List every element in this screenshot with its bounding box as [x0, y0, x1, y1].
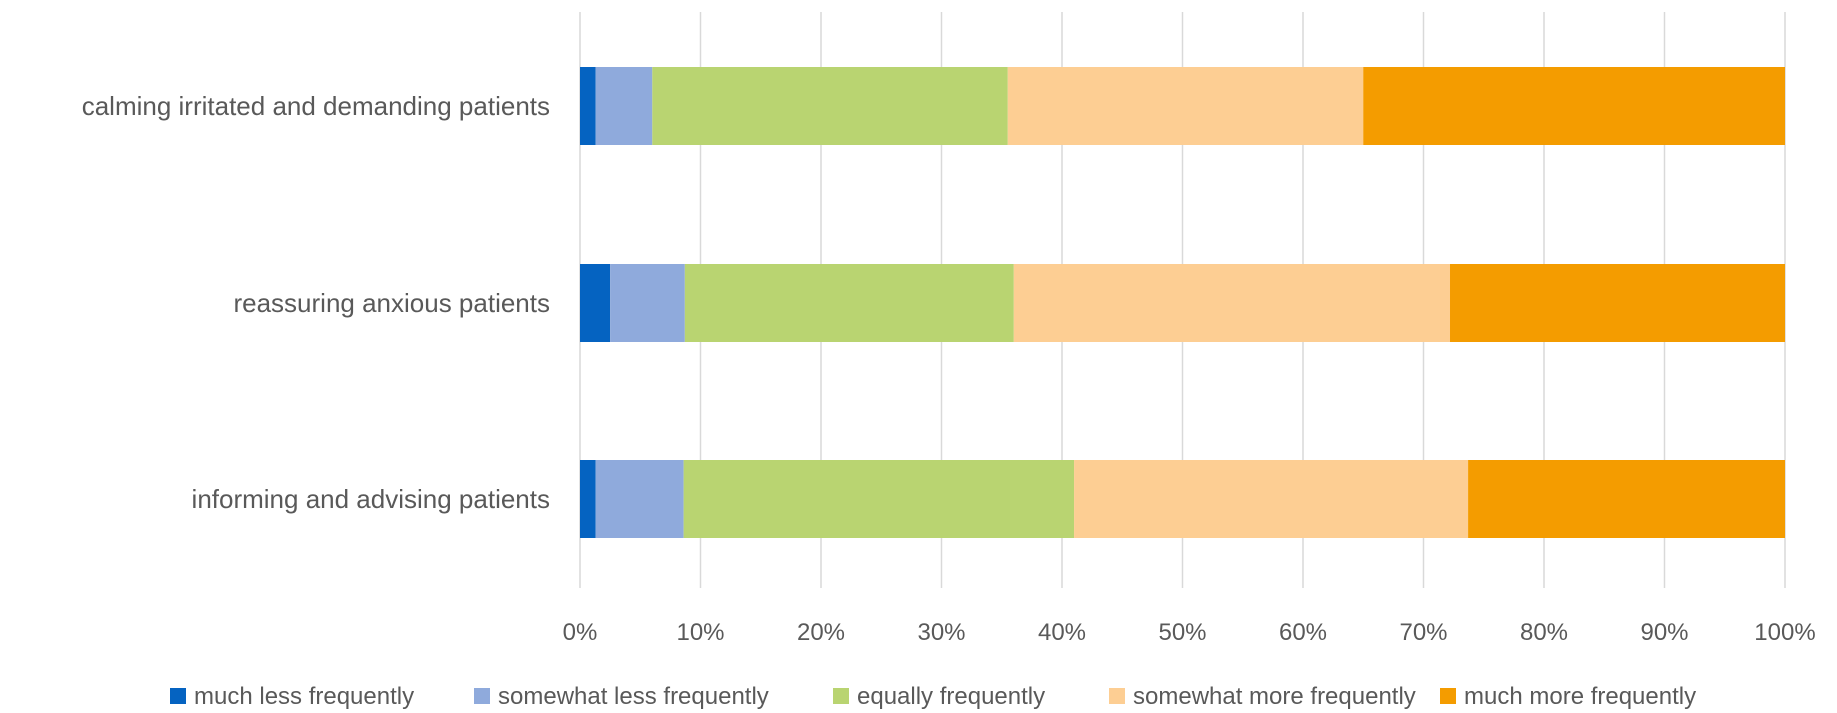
x-tick-label: 90%: [1640, 619, 1688, 646]
bars: [580, 67, 1785, 538]
legend-label: somewhat less frequently: [498, 683, 769, 710]
category-labels: calming irritated and demanding patients…: [82, 91, 550, 514]
legend-label: much less frequently: [194, 683, 414, 710]
legend-swatch: [1440, 688, 1456, 704]
bar-segment: [1450, 264, 1785, 342]
bar-segment: [1363, 67, 1785, 145]
legend-swatch: [833, 688, 849, 704]
x-tick-label: 100%: [1754, 619, 1815, 646]
bar-segment: [1468, 460, 1785, 538]
x-tick-label: 20%: [797, 619, 845, 646]
x-tick-label: 30%: [917, 619, 965, 646]
bar-segment: [1074, 460, 1469, 538]
x-tick-label: 0%: [563, 619, 598, 646]
x-tick-label: 70%: [1399, 619, 1447, 646]
x-tick-label: 40%: [1038, 619, 1086, 646]
legend-swatch: [170, 688, 186, 704]
legend: much less frequently somewhat less freque…: [170, 683, 1696, 710]
bar-segment: [1007, 67, 1364, 145]
category-label: informing and advising patients: [192, 484, 550, 514]
bar-segment: [684, 264, 1014, 342]
legend-label: somewhat more frequently: [1133, 683, 1416, 710]
bar-segment: [580, 460, 596, 538]
bar-segment: [595, 460, 684, 538]
x-tick-label: 60%: [1279, 619, 1327, 646]
bar-segment: [683, 460, 1075, 538]
bar-segment: [1013, 264, 1451, 342]
category-label: calming irritated and demanding patients: [82, 91, 550, 121]
bar-segment: [652, 67, 1008, 145]
bar-segment: [580, 67, 596, 145]
bar-segment: [610, 264, 685, 342]
x-axis-tick-labels: 0% 10% 20% 30% 40% 50% 60% 70% 80% 90% 100%: [563, 619, 1816, 646]
bar-segment: [595, 67, 653, 145]
legend-swatch: [474, 688, 490, 704]
x-tick-label: 10%: [676, 619, 724, 646]
x-tick-label: 80%: [1520, 619, 1568, 646]
bar-segment: [580, 264, 611, 342]
x-tick-label: 50%: [1158, 619, 1206, 646]
legend-label: much more frequently: [1464, 683, 1696, 710]
category-label: reassuring anxious patients: [233, 288, 550, 318]
legend-swatch: [1109, 688, 1125, 704]
legend-label: equally frequently: [857, 683, 1045, 710]
